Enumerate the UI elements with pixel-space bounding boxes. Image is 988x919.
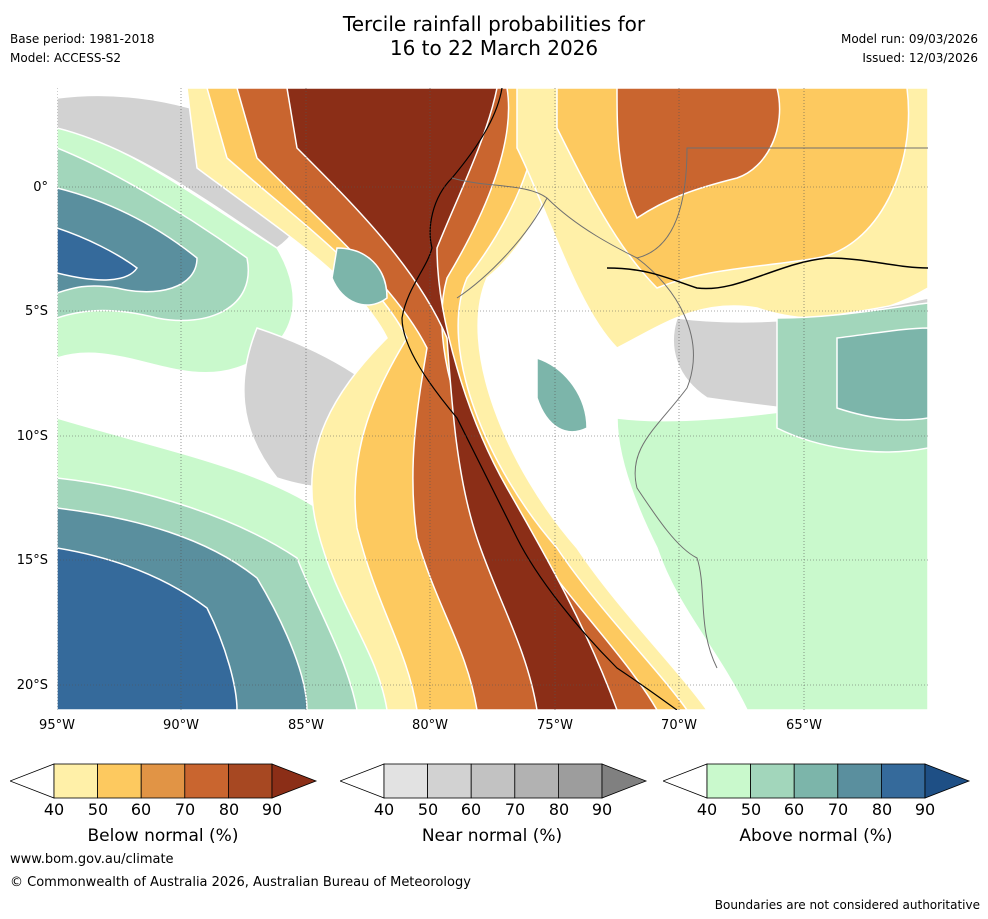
- above-tick-50: 50: [740, 800, 762, 819]
- below-cbar-box-1: [53, 763, 98, 799]
- near-cbar-box-5: [557, 763, 603, 799]
- below-normal-label: Below normal (%): [87, 826, 239, 846]
- near-tick-60: 60: [460, 800, 482, 819]
- above-tick-60: 60: [783, 800, 805, 819]
- below-normal-band-andes-dark: [286, 88, 618, 710]
- lon-tick-70w: 70°W: [661, 718, 697, 733]
- above-cbar-box-1: [706, 763, 751, 799]
- metadata-left: Base period: 1981-2018 Model: ACCESS-S2: [10, 30, 155, 68]
- title-line-1: Tercile rainfall probabilities for: [342, 12, 646, 36]
- above-normal-pocket-inland: [536, 356, 588, 433]
- issued-text: Issued: 12/03/2026: [862, 51, 978, 65]
- above-tick-80: 80: [871, 800, 893, 819]
- near-tick-90: 90: [591, 800, 613, 819]
- near-tick-70: 70: [504, 800, 526, 819]
- lon-tick-85w: 85°W: [288, 718, 324, 733]
- above-normal-pocket-coastal: [331, 247, 388, 306]
- above-cbar-high-arrow: [924, 763, 971, 799]
- lat-tick-15s: 15°S: [16, 553, 48, 568]
- below-tick-90: 90: [261, 800, 283, 819]
- lat-tick-10s: 10°S: [16, 429, 48, 444]
- below-tick-70: 70: [174, 800, 196, 819]
- probability-fields: [57, 88, 928, 710]
- below-cbar-low-arrow: [10, 763, 55, 799]
- lon-tick-95w: 95°W: [39, 718, 75, 733]
- above-normal-label: Above normal (%): [739, 826, 893, 846]
- near-tick-80: 80: [548, 800, 570, 819]
- lon-tick-65w: 65°W: [786, 718, 822, 733]
- lat-tick-0: 0°: [33, 180, 48, 195]
- above-tick-70: 70: [827, 800, 849, 819]
- near-cbar-box-1: [383, 763, 428, 799]
- near-cbar-high-arrow: [601, 763, 648, 799]
- below-tick-50: 50: [87, 800, 109, 819]
- metadata-right: Model run: 09/03/2026 Issued: 12/03/2026: [841, 30, 978, 68]
- above-tick-40: 40: [696, 800, 718, 819]
- river-amazon: [606, 257, 928, 290]
- model-run-text: Model run: 09/03/2026: [840, 32, 978, 46]
- above-normal-region-southwest-dark: [57, 547, 238, 710]
- above-cbar-box-5: [880, 763, 926, 799]
- model-text: Model: ACCESS-S2: [10, 51, 122, 65]
- above-normal-core-west-dark: [57, 227, 139, 281]
- below-cbar-box-4: [184, 763, 229, 799]
- lon-tick-90w: 90°W: [163, 718, 199, 733]
- near-tick-40: 40: [373, 800, 395, 819]
- below-cbar-box-5: [227, 763, 273, 799]
- below-cbar-box-2: [97, 763, 142, 799]
- below-normal-band-andes-core: [236, 88, 658, 710]
- website-link[interactable]: www.bom.gov.au/climate: [10, 852, 174, 867]
- disclaimer-text: Boundaries are not considered authoritat…: [714, 898, 980, 912]
- lat-tick-5s: 5°S: [24, 304, 48, 319]
- base-period-text: Base period: 1981-2018: [10, 32, 155, 46]
- below-tick-40: 40: [43, 800, 65, 819]
- above-normal-region-east: [616, 387, 928, 710]
- below-tick-60: 60: [130, 800, 152, 819]
- near-cbar-box-4: [514, 763, 559, 799]
- near-cbar-box-3: [470, 763, 516, 799]
- above-cbar-box-3: [793, 763, 839, 799]
- near-tick-50: 50: [417, 800, 439, 819]
- lon-tick-80w: 80°W: [412, 718, 448, 733]
- colorbar-above-normal: [663, 763, 971, 799]
- below-cbar-high-arrow: [271, 763, 318, 799]
- near-normal-label: Near normal (%): [421, 826, 563, 846]
- copyright-text: © Commonwealth of Australia 2026, Austra…: [10, 875, 471, 890]
- above-normal-region-east-core: [836, 327, 928, 421]
- lat-tick-20s: 20°S: [16, 678, 48, 693]
- country-borders: [451, 147, 928, 669]
- above-cbar-low-arrow: [663, 763, 708, 799]
- coastline: [401, 88, 678, 710]
- above-tick-90: 90: [914, 800, 936, 819]
- colorbar-below-normal: [10, 763, 318, 799]
- map-title: Tercile rainfall probabilities for 16 to…: [0, 12, 988, 60]
- rainfall-probability-map: [57, 88, 928, 710]
- graticule: [57, 88, 928, 710]
- lon-tick-75w: 75°W: [537, 718, 573, 733]
- near-cbar-low-arrow: [340, 763, 385, 799]
- colorbar-near-normal: [340, 763, 648, 799]
- above-cbar-box-4: [837, 763, 882, 799]
- below-cbar-box-3: [140, 763, 186, 799]
- title-line-2: 16 to 22 March 2026: [389, 36, 599, 60]
- near-cbar-box-2: [427, 763, 472, 799]
- above-cbar-box-2: [750, 763, 795, 799]
- below-tick-80: 80: [218, 800, 240, 819]
